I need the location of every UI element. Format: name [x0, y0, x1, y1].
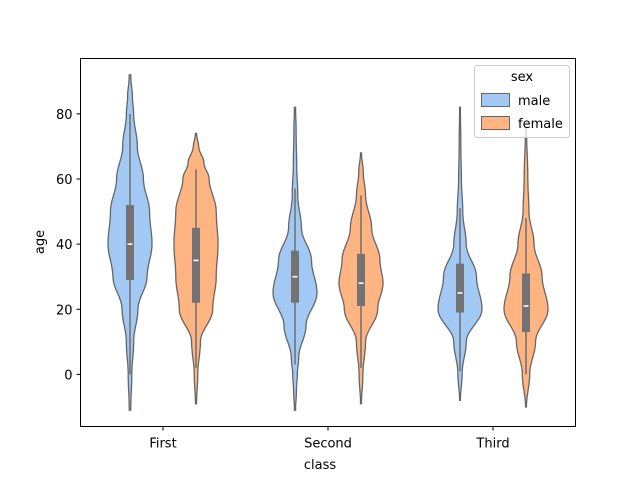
x-axis-label: class [304, 458, 336, 473]
x-tick-label-first: First [149, 437, 176, 452]
y-axis: 0 20 40 60 80 [56, 108, 81, 383]
iqr-box-female-second [357, 253, 365, 307]
legend-swatch-male [481, 93, 510, 107]
plot-area [107, 74, 549, 411]
y-tick-label-0: 0 [64, 368, 72, 383]
y-tick-label-60: 60 [56, 173, 73, 188]
x-tick-label-second: Second [304, 437, 352, 452]
iqr-box-male-third [456, 263, 464, 313]
legend-label-male: male [518, 94, 550, 109]
iqr-box-male-first [126, 205, 134, 280]
y-tick-label-40: 40 [56, 238, 73, 253]
y-tick-label-80: 80 [56, 108, 73, 123]
legend: sex male female [474, 65, 570, 138]
x-axis: First Second Third [149, 426, 510, 452]
y-axis-label: age [33, 230, 48, 254]
iqr-box-female-third [522, 273, 530, 333]
legend-title: sex [511, 70, 534, 85]
series-male [107, 74, 483, 411]
legend-label-female: female [518, 117, 563, 132]
series-female [173, 126, 549, 408]
iqr-box-female-first [192, 227, 200, 303]
legend-swatch-female [481, 116, 510, 130]
x-tick-label-third: Third [475, 437, 509, 452]
y-tick-label-20: 20 [56, 303, 73, 318]
